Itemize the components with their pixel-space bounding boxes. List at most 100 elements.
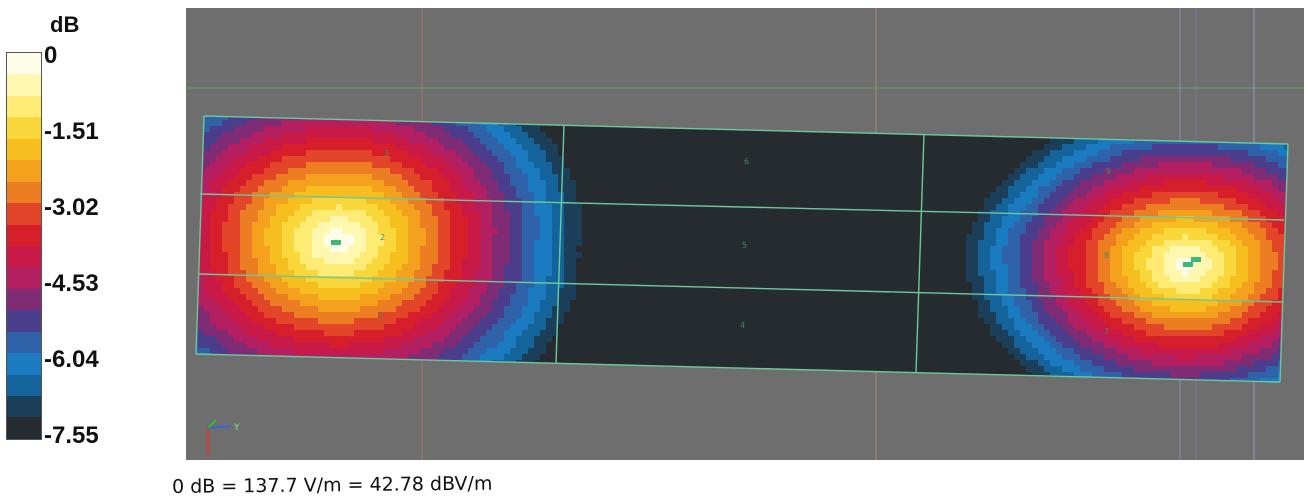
contour-cell [1266, 306, 1285, 313]
contour-cell [480, 228, 499, 235]
contour-cell [492, 276, 505, 283]
contour-cell [402, 264, 421, 271]
contour-cell [1086, 204, 1105, 211]
contour-cell [1200, 372, 1249, 379]
contour-cell [1128, 276, 1141, 283]
contour-cell [534, 282, 547, 289]
contour-cell [270, 222, 283, 229]
contour-cell [528, 348, 547, 355]
contour-cell [1092, 216, 1105, 223]
legend-band [7, 245, 41, 268]
contour-cell [384, 180, 409, 187]
grid-line [199, 193, 1285, 221]
contour-cell [1098, 246, 1111, 253]
contour-cell [252, 240, 265, 247]
contour-cell [456, 198, 475, 205]
contour-cell [1104, 306, 1123, 313]
contour-cell [414, 270, 433, 277]
contour-cell [420, 246, 439, 253]
contour-cell [522, 210, 535, 217]
contour-cell [196, 138, 199, 145]
contour-cell [978, 258, 991, 265]
grid-line [195, 115, 205, 355]
contour-cell [1068, 264, 1087, 271]
contour-cell [498, 138, 517, 145]
contour-cell [1044, 366, 1063, 373]
contour-cell [444, 144, 469, 151]
contour-cell [1092, 360, 1117, 367]
contour-cell [990, 258, 1003, 265]
contour-cell [348, 216, 373, 223]
contour-cell [1068, 252, 1087, 259]
contour-cell [444, 348, 469, 355]
contour-cell [252, 234, 265, 241]
contour-cell [516, 282, 535, 289]
contour-cell [1080, 288, 1093, 295]
contour-cell [978, 240, 997, 247]
contour-cell [300, 258, 325, 265]
contour-cell [1098, 138, 1135, 145]
contour-cell [426, 162, 451, 169]
contour-cell [1242, 354, 1273, 361]
contour-cell [534, 240, 553, 247]
contour-cell [510, 210, 523, 217]
contour-cell [330, 342, 349, 349]
contour-cell [1068, 300, 1087, 307]
contour-cell [462, 300, 481, 307]
contour-cell [1008, 348, 1021, 355]
contour-cell [456, 150, 475, 157]
contour-cell [534, 276, 547, 283]
contour-cell [216, 204, 229, 211]
contour-cell [306, 276, 373, 283]
contour-cell [1170, 306, 1207, 313]
contour-cell [966, 270, 979, 277]
contour-cell [1230, 348, 1261, 355]
contour-cell [186, 108, 193, 115]
contour-cell [996, 186, 1009, 193]
contour-cell [276, 270, 295, 277]
contour-cell [354, 258, 373, 265]
contour-cell [1068, 330, 1087, 337]
contour-cell [522, 168, 541, 175]
contour-cell [1248, 252, 1261, 259]
contour-cell [300, 288, 379, 295]
contour-cell [564, 318, 985, 325]
contour-cell [468, 288, 487, 295]
contour-cell [510, 252, 523, 259]
contour-cell [1164, 324, 1213, 331]
contour-cell [196, 378, 211, 382]
legend-band [7, 374, 41, 396]
contour-cell [246, 342, 271, 349]
contour-cell [564, 156, 1027, 163]
contour-cell [210, 258, 229, 265]
contour-cell [564, 282, 577, 289]
contour-cell [1260, 324, 1279, 331]
contour-cell [1236, 186, 1261, 193]
contour-cell [996, 276, 1009, 283]
contour-cell [564, 216, 583, 223]
contour-cell [246, 180, 265, 187]
contour-cell [1080, 366, 1105, 373]
contour-cell [468, 228, 481, 235]
contour-cell [1122, 288, 1135, 295]
contour-cell [462, 108, 487, 115]
contour-cell [450, 258, 463, 265]
contour-cell [540, 174, 559, 181]
contour-cell [1062, 144, 1087, 151]
contour-cell [1194, 264, 1213, 271]
contour-cell [528, 174, 541, 181]
contour-cell [420, 318, 445, 325]
contour-cell [360, 222, 379, 229]
contour-cell [1014, 336, 1027, 343]
contour-cell [354, 240, 367, 247]
contour-cell [486, 144, 505, 151]
contour-cell [1002, 198, 1015, 205]
contour-cell [1086, 264, 1099, 271]
contour-cell [240, 246, 253, 253]
contour-cell [432, 180, 451, 187]
legend-band [7, 138, 41, 161]
contour-cell [234, 318, 253, 325]
contour-cell [438, 234, 451, 241]
contour-cell [384, 234, 397, 241]
contour-cell [978, 300, 991, 307]
